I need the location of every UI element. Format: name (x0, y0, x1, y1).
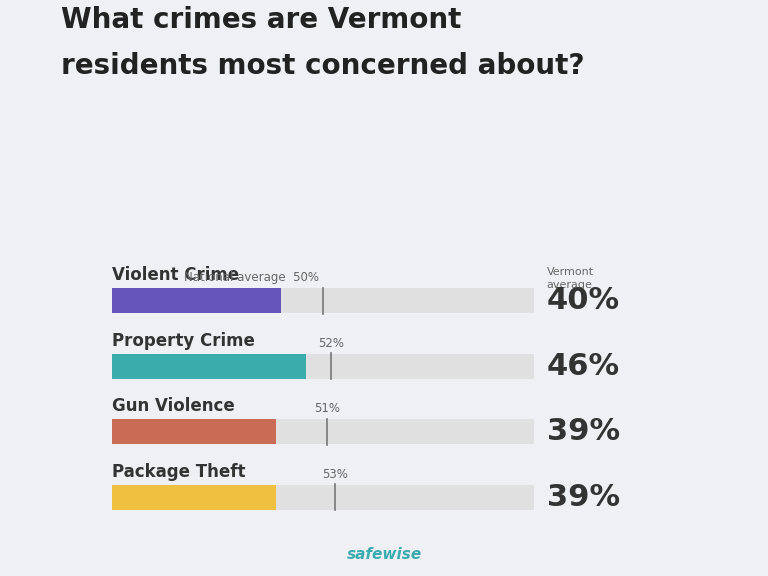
Text: National average  50%: National average 50% (184, 271, 319, 285)
Bar (111, 289, 534, 313)
Text: 40%: 40% (547, 286, 620, 315)
Text: 46%: 46% (547, 352, 620, 381)
Bar (111, 485, 276, 510)
Text: 39%: 39% (547, 483, 620, 511)
Text: residents most concerned about?: residents most concerned about? (61, 52, 585, 80)
Text: Vermont
average: Vermont average (547, 267, 594, 290)
Text: Package Theft: Package Theft (111, 463, 245, 481)
Bar (111, 485, 534, 510)
Text: 39%: 39% (547, 417, 620, 446)
Text: Violent Crime: Violent Crime (111, 267, 239, 285)
Text: 53%: 53% (323, 468, 349, 481)
Text: 51%: 51% (314, 403, 340, 415)
Bar (111, 419, 276, 444)
Text: safewise: safewise (346, 547, 422, 562)
Text: What crimes are Vermont: What crimes are Vermont (61, 6, 462, 34)
Bar (111, 354, 306, 379)
Bar (111, 289, 280, 313)
Bar (111, 354, 534, 379)
Text: Property Crime: Property Crime (111, 332, 255, 350)
Text: 52%: 52% (318, 337, 344, 350)
Bar (111, 419, 534, 444)
Text: Gun Violence: Gun Violence (111, 397, 234, 415)
